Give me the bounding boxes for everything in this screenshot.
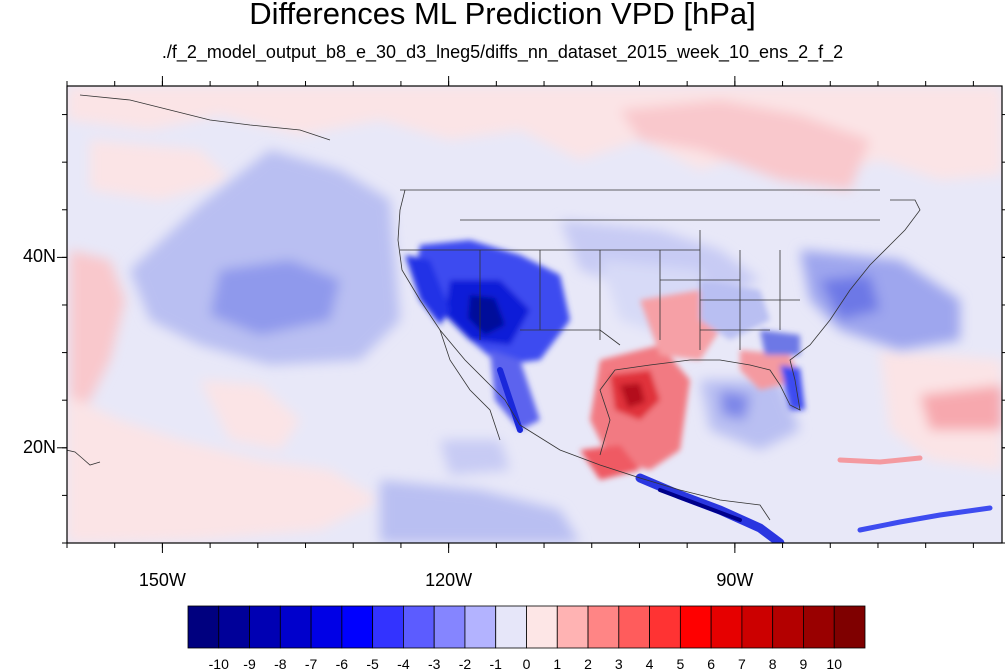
colorbar-label: 3 xyxy=(614,656,623,672)
colorbar-swatch xyxy=(710,605,743,649)
colorbar-label: 2 xyxy=(584,656,592,672)
colorbar-label: -2 xyxy=(458,656,472,672)
colorbar-label: -3 xyxy=(427,656,441,672)
map-frame xyxy=(66,85,1003,544)
colorbar-label: 6 xyxy=(707,656,716,672)
colorbar-swatch xyxy=(403,605,435,649)
colorbar-swatch xyxy=(833,605,866,649)
figure-subtitle: ./f_2_model_output_b8_e_30_d3_lneg5/diff… xyxy=(161,42,844,62)
colorbar-label: 7 xyxy=(738,656,746,672)
lon-tick-label: 150W xyxy=(138,570,186,590)
lon-tick-label: 90W xyxy=(716,570,754,590)
colorbar-swatch xyxy=(741,605,774,649)
axis-ticks xyxy=(57,76,1005,553)
colorbar-label: 10 xyxy=(826,656,842,672)
colorbar-swatch xyxy=(310,605,343,649)
colorbar-label: 1 xyxy=(553,656,562,672)
colorbar-swatch xyxy=(495,605,527,649)
colorbar-label: -4 xyxy=(397,656,410,672)
colorbar-label: -7 xyxy=(304,656,318,672)
lat-tick-label: 40N xyxy=(22,246,56,267)
colorbar-swatch xyxy=(464,605,497,649)
colorbar-swatch xyxy=(341,605,374,649)
colorbar-label: 0 xyxy=(522,656,531,672)
colorbar-label: 9 xyxy=(799,656,808,672)
colorbar-label: -10 xyxy=(208,656,229,672)
colorbar-swatch xyxy=(618,605,650,649)
lat-tick-label: 20N xyxy=(22,436,56,457)
colorbar-swatch xyxy=(279,605,312,649)
colorbar-swatch xyxy=(249,605,281,649)
colorbar-swatch xyxy=(679,605,712,649)
colorbar-swatch xyxy=(772,605,804,649)
colorbar-label: -6 xyxy=(335,656,349,672)
colorbar xyxy=(187,605,866,649)
colorbar-swatch xyxy=(587,605,620,649)
colorbar-label: 5 xyxy=(676,656,685,672)
figure-title: Differences ML Prediction VPD [hPa] xyxy=(249,0,756,31)
colorbar-swatch xyxy=(649,605,681,649)
colorbar-label: -5 xyxy=(366,656,379,672)
colorbar-label: 4 xyxy=(645,656,654,672)
colorbar-label: -9 xyxy=(243,656,256,672)
colorbar-swatch xyxy=(187,605,220,649)
pink-regions xyxy=(67,86,1002,543)
colorbar-label: 8 xyxy=(768,656,777,672)
colorbar-swatch xyxy=(218,605,250,649)
southern-anomaly-band xyxy=(497,367,993,543)
colorbar-swatch xyxy=(556,605,589,649)
colorbar-swatch xyxy=(803,605,835,649)
colorbar-label: -8 xyxy=(274,656,287,672)
colorbar-swatch xyxy=(526,605,558,649)
colorbar-swatch xyxy=(372,605,404,649)
coastlines-and-borders xyxy=(67,94,921,521)
colorbar-label: -1 xyxy=(489,656,502,672)
lon-tick-label: 120W xyxy=(425,570,473,590)
vpd-difference-field xyxy=(67,86,1002,543)
colorbar-swatch xyxy=(433,605,466,649)
